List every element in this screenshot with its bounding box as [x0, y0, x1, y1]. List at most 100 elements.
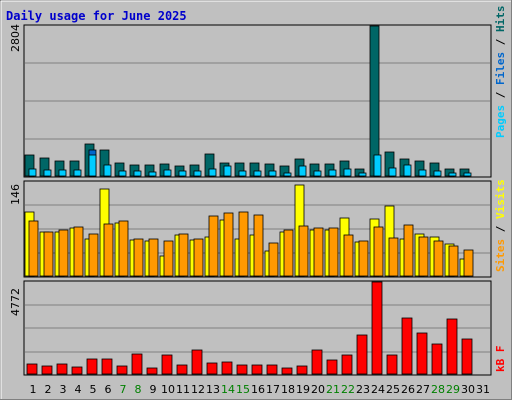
- bottom-bar-kb-f-day-5: [86, 358, 98, 375]
- bottom-bar-kb-f-day-25: [386, 354, 398, 375]
- x-tick-label-6: 6: [105, 383, 112, 396]
- x-tick-label-14: 14: [221, 383, 235, 396]
- top-bar-pages-day-28: [433, 170, 442, 177]
- top-bar-hits-day-24: [369, 25, 380, 177]
- top-legend-part: Pages: [494, 105, 507, 138]
- x-tick-label-27: 27: [416, 383, 430, 396]
- bottom-bar-kb-f-day-17: [266, 364, 278, 375]
- top-bar-pages-day-26: [403, 164, 412, 177]
- top-bar-pages-day-19: [298, 165, 307, 177]
- top-bar-pages-day-27: [418, 169, 427, 177]
- top-bar-pages-day-14: [223, 165, 232, 177]
- top-bar-pages-day-29: [448, 172, 457, 177]
- top-bar-pages-day-11: [178, 170, 187, 177]
- bottom-bar-kb-f-day-16: [251, 364, 263, 375]
- chart-title: Daily usage for June 2025: [6, 9, 187, 23]
- x-tick-label-24: 24: [371, 383, 385, 396]
- x-tick-label-18: 18: [281, 383, 295, 396]
- middle-bar-sites-day-6: [103, 223, 114, 277]
- top-bar-pages-day-20: [313, 170, 322, 177]
- middle-legend-part: Sites: [494, 239, 507, 272]
- bottom-bar-kb-f-day-6: [101, 358, 113, 375]
- top-bar-pages-day-24: [373, 154, 382, 177]
- top-bar-pages-day-23: [358, 172, 367, 177]
- middle-bar-sites-day-15: [238, 211, 249, 277]
- bottom-bar-kb-f-day-9: [146, 367, 158, 375]
- x-tick-label-3: 3: [60, 383, 67, 396]
- bottom-bar-kb-f-day-21: [326, 359, 338, 375]
- top-bar-pages-day-13: [208, 168, 217, 177]
- bottom-bar-kb-f-day-11: [176, 364, 188, 375]
- middle-bar-sites-day-22: [343, 234, 354, 277]
- x-tick-label-10: 10: [161, 383, 175, 396]
- middle-bar-sites-day-14: [223, 212, 234, 277]
- x-tick-label-30: 30: [461, 383, 475, 396]
- x-tick-label-9: 9: [150, 383, 157, 396]
- x-tick-label-26: 26: [401, 383, 415, 396]
- top-bar-pages-day-3: [58, 169, 67, 177]
- x-tick-label-23: 23: [356, 383, 370, 396]
- middle-bar-sites-day-10: [163, 240, 174, 277]
- middle-bar-sites-day-26: [403, 224, 414, 277]
- top-bar-pages-day-15: [238, 170, 247, 177]
- top-bar-pages-day-16: [253, 170, 262, 177]
- bottom-bar-kb-f-day-3: [56, 363, 68, 375]
- bottom-bar-kb-f-day-22: [341, 354, 353, 375]
- bottom-bar-kb-f-day-7: [116, 365, 128, 375]
- x-tick-label-2: 2: [45, 383, 52, 396]
- panel-bottom: [23, 280, 492, 376]
- bottom-bar-kb-f-day-30: [461, 338, 473, 375]
- top-legend-part: Hits: [494, 6, 507, 33]
- middle-bar-sites-day-27: [418, 236, 429, 277]
- x-tick-label-11: 11: [176, 383, 190, 396]
- middle-bar-sites-day-5: [88, 233, 99, 277]
- bottom-bar-kb-f-day-4: [71, 366, 83, 375]
- bottom-bar-kb-f-day-18: [281, 367, 293, 375]
- top-bar-pages-day-7: [118, 170, 127, 177]
- x-axis-ticks: 1 2 3 4 5 6 7 8 9 10 11 12 13 14 15 16 17 18 19 20 21 22 23 24 2…: [30, 383, 491, 396]
- bottom-bar-kb-f-day-23: [356, 334, 368, 375]
- middle-bar-sites-day-23: [358, 240, 369, 277]
- bottom-bar-kb-f-day-14: [221, 361, 233, 375]
- bottom-bar-kb-f-day-20: [311, 349, 323, 375]
- bottom-bar-kb-f-day-15: [236, 364, 248, 375]
- middle-bar-sites-day-18: [283, 229, 294, 277]
- x-tick-label-17: 17: [266, 383, 280, 396]
- bottom-bar-kb-f-day-2: [41, 365, 53, 375]
- middle-bar-sites-day-24: [373, 226, 384, 277]
- middle-bar-sites-day-16: [253, 214, 264, 277]
- middle-bar-sites-day-8: [133, 238, 144, 277]
- top-ymax-label: 2804: [9, 24, 22, 52]
- bottom-bar-kb-f-day-29: [446, 318, 458, 375]
- x-tick-label-8: 8: [135, 383, 142, 396]
- middle-bar-sites-day-29: [448, 245, 459, 277]
- bottom-bar-kb-f-day-26: [401, 317, 413, 375]
- top-bar-pages-day-17: [268, 170, 277, 177]
- x-tick-label-5: 5: [90, 383, 97, 396]
- middle-bar-sites-day-12: [193, 238, 204, 277]
- top-bar-pages-day-1: [28, 168, 37, 177]
- middle-ymax-label: 146: [9, 184, 22, 205]
- top-bar-pages-day-9: [148, 171, 157, 177]
- x-tick-label-22: 22: [341, 383, 355, 396]
- bottom-bar-kb-f-day-24: [371, 281, 383, 375]
- top-bar-pages-day-8: [133, 170, 142, 177]
- middle-bar-sites-day-21: [328, 227, 339, 277]
- top-bar-pages-day-5: [88, 154, 97, 177]
- bottom-bar-kb-f-day-8: [131, 353, 143, 375]
- x-tick-label-20: 20: [311, 383, 325, 396]
- top-bar-pages-day-12: [193, 170, 202, 177]
- top-bar-pages-day-2: [43, 169, 52, 177]
- middle-bar-sites-day-28: [433, 240, 444, 277]
- middle-bar-sites-day-7: [118, 220, 129, 277]
- middle-bar-sites-day-13: [208, 215, 219, 277]
- top-legend-part: /: [494, 85, 507, 105]
- panel-middle: [23, 180, 492, 278]
- x-tick-label-21: 21: [326, 383, 340, 396]
- top-bar-pages-day-30: [463, 172, 472, 177]
- top-legend: Pages / Files / Hits: [494, 6, 507, 139]
- middle-bar-sites-day-20: [313, 227, 324, 277]
- top-legend-part: /: [494, 32, 507, 52]
- middle-legend: Sites / Visits: [494, 179, 507, 272]
- bottom-bar-kb-f-day-12: [191, 349, 203, 375]
